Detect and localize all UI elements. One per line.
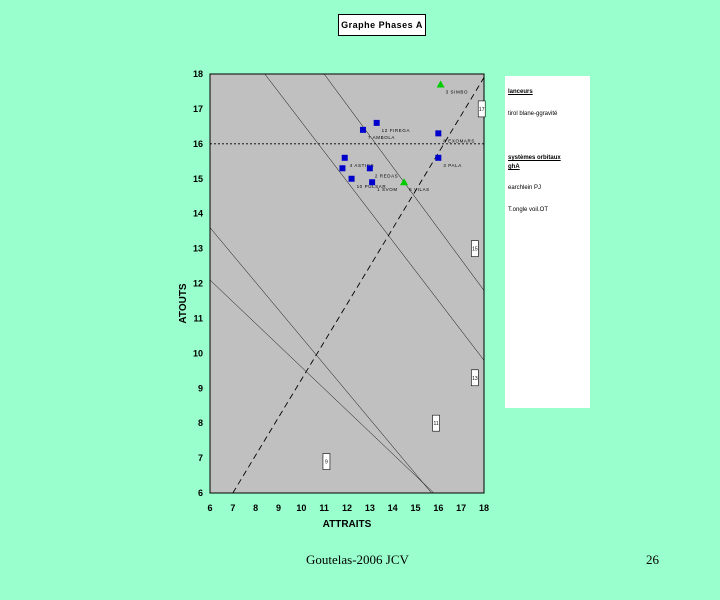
- x-tick-label: 9: [276, 503, 281, 513]
- y-tick-label: 6: [198, 488, 203, 498]
- reference-line-5: [210, 227, 432, 493]
- legend-line-1: tirol blane-ggravité: [508, 111, 558, 117]
- data-label: 7 AMBOLA: [368, 135, 395, 140]
- y-tick-label: 14: [193, 209, 203, 219]
- data-point-triangle: [436, 80, 445, 88]
- data-point-square: [373, 119, 380, 126]
- y-axis-title: ATOUTS: [178, 283, 189, 324]
- legend-heading-2: systèmes orbitaux: [508, 155, 561, 161]
- zone-label-box: [477, 100, 486, 118]
- y-tick-label: 10: [193, 348, 203, 358]
- data-point-square: [359, 126, 366, 133]
- data-point-square: [369, 179, 376, 186]
- x-tick-label: 10: [296, 503, 306, 513]
- legend-heading-2b: ghA: [508, 164, 520, 170]
- zone-label-box: [471, 240, 479, 257]
- reference-line-2: [264, 74, 484, 361]
- x-tick-label: 6: [207, 503, 212, 513]
- zone-label-box: [432, 414, 440, 432]
- data-label: 3 SIMBO: [446, 89, 468, 94]
- zone-label: 17: [479, 107, 485, 113]
- y-tick-label: 8: [198, 418, 203, 428]
- y-tick-label: 16: [193, 139, 203, 149]
- data-label: 5 VILAS: [409, 187, 430, 192]
- y-tick-label: 12: [193, 279, 203, 289]
- data-point-square: [341, 154, 348, 161]
- x-tick-label: 14: [388, 503, 398, 513]
- chart-title: Graphe Phases A: [338, 14, 426, 36]
- x-axis-title: ATTRAITS: [323, 519, 372, 530]
- legend-panel: lanceurs tirol blane-ggravité systèmes o…: [505, 76, 590, 408]
- zone-label-box: [322, 453, 331, 470]
- zone-label: 13: [472, 376, 478, 382]
- x-tick-label: 11: [319, 503, 329, 513]
- y-tick-label: 9: [198, 383, 203, 393]
- data-label: 10 PULSAR: [357, 184, 387, 189]
- footer-caption: Goutelas-2006 JCV: [306, 552, 409, 567]
- data-label: 12 FIREGA: [382, 128, 410, 133]
- reference-line-0: [232, 77, 484, 493]
- x-tick-label: 16: [433, 503, 443, 513]
- y-tick-label: 17: [193, 104, 203, 114]
- data-point-triangle: [400, 178, 409, 186]
- zone-label-box: [471, 369, 479, 387]
- data-label: 3 PALA: [443, 163, 462, 168]
- legend-line-2: earchlein PJ: [508, 185, 542, 191]
- x-tick-label: 18: [479, 503, 489, 513]
- x-tick-label: 15: [410, 503, 420, 513]
- data-label: 1 SVOM: [377, 187, 398, 192]
- y-tick-label: 13: [193, 244, 203, 254]
- zone-label: 15: [472, 247, 478, 253]
- reference-line-4: [210, 279, 434, 493]
- x-tick-label: 17: [456, 503, 466, 513]
- data-point-square: [348, 175, 355, 182]
- x-tick-label: 7: [230, 503, 235, 513]
- page-number: 26: [646, 552, 659, 567]
- data-label: 4 ASTICS: [350, 163, 375, 168]
- zone-label: 9: [325, 460, 328, 466]
- y-tick-label: 7: [198, 453, 203, 463]
- data-point-square: [435, 154, 442, 161]
- x-tick-label: 13: [365, 503, 375, 513]
- y-tick-label: 15: [193, 174, 203, 184]
- plot-area: [209, 73, 485, 494]
- x-tick-label: 8: [253, 503, 258, 513]
- data-point-square: [366, 165, 373, 172]
- legend-line-3: T.ongle voil.OT: [508, 207, 549, 213]
- zone-label: 11: [433, 421, 438, 427]
- legend-heading: lanceurs: [508, 89, 533, 95]
- data-label: 2 REDAS: [375, 173, 398, 178]
- data-point-square: [339, 165, 346, 172]
- data-point-square: [435, 130, 442, 137]
- x-tick-label: 12: [342, 503, 352, 513]
- y-tick-label: 11: [193, 313, 203, 323]
- data-label: 8 EXOMARS: [443, 138, 475, 143]
- y-tick-label: 18: [193, 69, 203, 79]
